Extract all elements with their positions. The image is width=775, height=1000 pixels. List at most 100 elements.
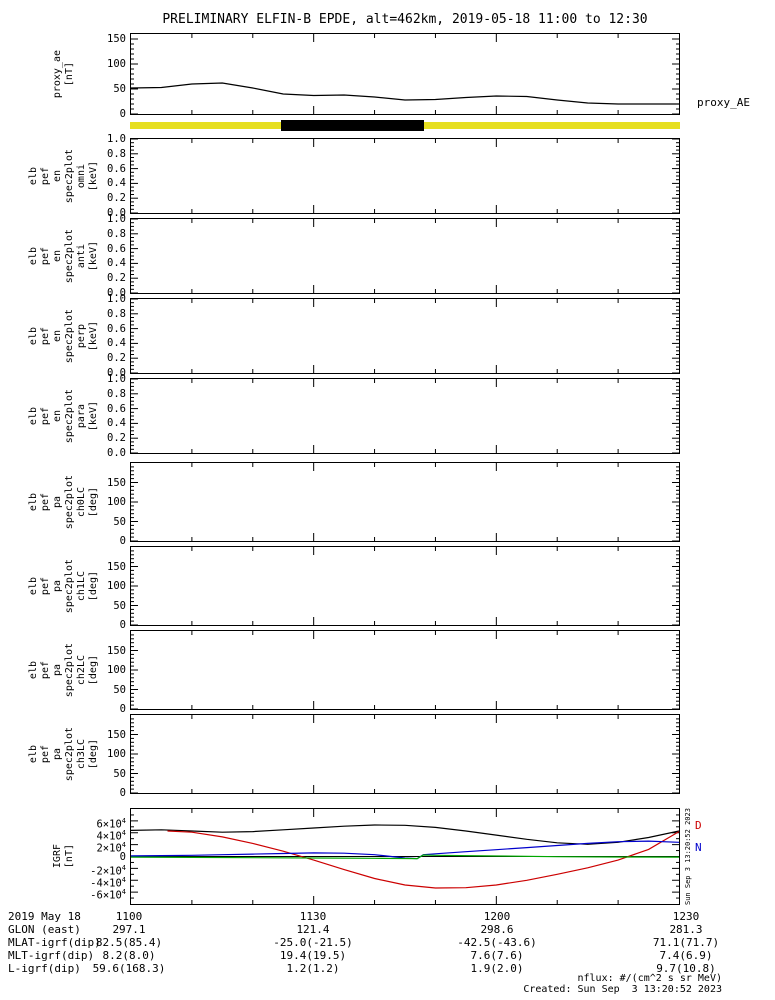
panel-proxy_ae-canvas — [131, 34, 679, 114]
y-tick-label: 1.0 — [107, 293, 126, 305]
y-tick-label: 0 — [119, 108, 126, 120]
y-axis-label-word: en — [51, 409, 63, 423]
y-tick-label: 50 — [113, 83, 126, 95]
y-tick-label: 0 — [119, 850, 126, 863]
series-igrf_E — [131, 854, 679, 860]
y-axis-label-word: [keV] — [87, 400, 99, 432]
y-axis-label-elb_pef_pa_spec2plot_ch3LC: elb pef pa spec2plot ch3LC [deg] — [26, 714, 100, 794]
y-tick-label: 0.2 — [107, 272, 126, 285]
y-axis-label-proxy_ae: proxy_ae [nT] — [26, 33, 100, 115]
y-axis-label-word: ch3LC — [75, 738, 87, 770]
y-axis-label-word: pef — [39, 744, 51, 764]
panel-elb_pef_en_spec2plot_anti — [130, 218, 680, 294]
plot-title: PRELIMINARY ELFIN-B EPDE, alt=462km, 201… — [162, 12, 648, 27]
y-axis-label-elb_pef_en_spec2plot_omni: elb pef en spec2plot omni [keV] — [26, 138, 100, 214]
ephemeris-value: 82.5(85.4) — [95, 936, 163, 949]
y-axis-label-word: elb — [27, 246, 39, 266]
y-tick-label: 0.0 — [107, 207, 126, 219]
panel-elb_pef_en_spec2plot_omni — [130, 138, 680, 214]
y-tick-label: 0.4 — [107, 417, 126, 430]
y-axis-label-word: pa — [51, 495, 63, 509]
panel-elb_pef_en_spec2plot_perp — [130, 298, 680, 374]
y-axis-label-word: proxy_ae — [51, 49, 63, 99]
y-axis-label-word: [deg] — [87, 738, 99, 770]
y-tick-label: 0.4 — [107, 337, 126, 350]
y-tick-label: 50 — [113, 767, 126, 780]
y-tick-label: 50 — [113, 515, 126, 528]
y-axis-label-word: spec2plot — [63, 642, 75, 698]
y-axis-label-word: pef — [39, 246, 51, 266]
y-tick-label: 6×104 — [96, 816, 126, 831]
y-tick-label: 0.6 — [107, 402, 126, 415]
y-axis-label-word: pa — [51, 747, 63, 761]
y-tick-label: -2×104 — [90, 864, 126, 878]
y-axis-label-elb_pef_pa_spec2plot_ch0LC: elb pef pa spec2plot ch0LC [deg] — [26, 462, 100, 542]
y-tick-label: 100 — [107, 58, 126, 70]
y-tick-label: 1.0 — [107, 373, 126, 385]
y-tick-label: 0 — [119, 619, 126, 631]
y-tick-label: 0 — [119, 787, 126, 799]
y-axis-label-word: [keV] — [87, 240, 99, 272]
ephemeris-row-label: 2019 May 18 — [8, 910, 81, 923]
y-tick-label: 0.8 — [107, 227, 126, 240]
y-axis-label-word: en — [51, 329, 63, 343]
y-axis-label-word: [deg] — [87, 654, 99, 686]
y-axis-label-word: ch2LC — [75, 654, 87, 686]
y-axis-label-elb_pef_en_spec2plot_para: elb pef en spec2plot para [keV] — [26, 378, 100, 454]
y-tick-label: 1.0 — [107, 133, 126, 145]
ephemeris-value: 7.4(6.9) — [659, 949, 713, 962]
y-tick-label: 0.6 — [107, 242, 126, 255]
y-axis-label-word: [deg] — [87, 570, 99, 602]
availability-segment — [280, 120, 424, 131]
y-tick-label: -6×104 — [90, 888, 126, 902]
y-tick-label: 0.2 — [107, 352, 126, 365]
igrf-component-label-D: D — [695, 818, 702, 832]
y-tick-label: 100 — [107, 664, 126, 676]
y-axis-label-word: spec2plot — [63, 558, 75, 614]
panel-proxy_ae — [130, 33, 680, 115]
y-axis-label-word: IGRF — [51, 844, 63, 869]
panel-elb_pef_en_spec2plot_omni-canvas — [131, 139, 679, 213]
y-tick-label: 100 — [107, 580, 126, 592]
availability-segment — [130, 122, 281, 129]
y-tick-label: 0.0 — [107, 287, 126, 299]
y-axis-label-word: elb — [27, 406, 39, 426]
y-axis-label-elb_pef_pa_spec2plot_ch1LC: elb pef pa spec2plot ch1LC [deg] — [26, 546, 100, 626]
panel-elb_pef_pa_spec2plot_ch1LC — [130, 546, 680, 626]
y-axis-label-word: elb — [27, 326, 39, 346]
y-tick-label: 0.8 — [107, 387, 126, 400]
ephemeris-value: 1.9(2.0) — [470, 962, 524, 975]
panel-elb_pef_pa_spec2plot_ch1LC-canvas — [131, 547, 679, 625]
panel-igrf — [130, 808, 680, 905]
ephemeris-value: 7.6(7.6) — [470, 949, 524, 962]
panel-elb_pef_pa_spec2plot_ch2LC-canvas — [131, 631, 679, 709]
ephemeris-row-label: MLAT-igrf(dip) — [8, 936, 101, 949]
y-axis-label-word: elb — [27, 576, 39, 596]
panel-igrf-canvas — [131, 809, 679, 904]
y-tick-label: 0.8 — [107, 147, 126, 160]
y-axis-label-word: en — [51, 169, 63, 183]
y-tick-label: 50 — [113, 683, 126, 696]
y-tick-label: 4×104 — [96, 828, 126, 843]
y-axis-label-igrf: IGRF [nT] — [26, 808, 100, 905]
y-axis-label-word: spec2plot — [63, 308, 75, 364]
y-axis-label-word: pa — [51, 663, 63, 677]
series-proxy_AE — [131, 82, 679, 105]
y-axis-label-word: spec2plot — [63, 474, 75, 530]
y-tick-label: 100 — [107, 496, 126, 508]
x-tick-label: 1230 — [672, 910, 700, 923]
y-axis-label-word: elb — [27, 492, 39, 512]
y-tick-label: 0.0 — [107, 367, 126, 379]
y-tick-label: 0.4 — [107, 257, 126, 270]
y-axis-label-word: pef — [39, 406, 51, 426]
ephemeris-row-label: MLT-igrf(dip) — [8, 949, 95, 962]
ephemeris-value: 59.6(168.3) — [92, 962, 166, 975]
ephemeris-value: -42.5(-43.6) — [457, 936, 537, 949]
y-tick-label: 1.0 — [107, 213, 126, 225]
panel-elb_pef_pa_spec2plot_ch3LC-canvas — [131, 715, 679, 793]
panel-elb_pef_pa_spec2plot_ch0LC-canvas — [131, 463, 679, 541]
footer-created-timestamp: Created: Sun Sep 3 13:20:52 2023 — [523, 984, 722, 995]
ephemeris-value: 281.3 — [669, 923, 703, 936]
ephemeris-value: 297.1 — [112, 923, 146, 936]
